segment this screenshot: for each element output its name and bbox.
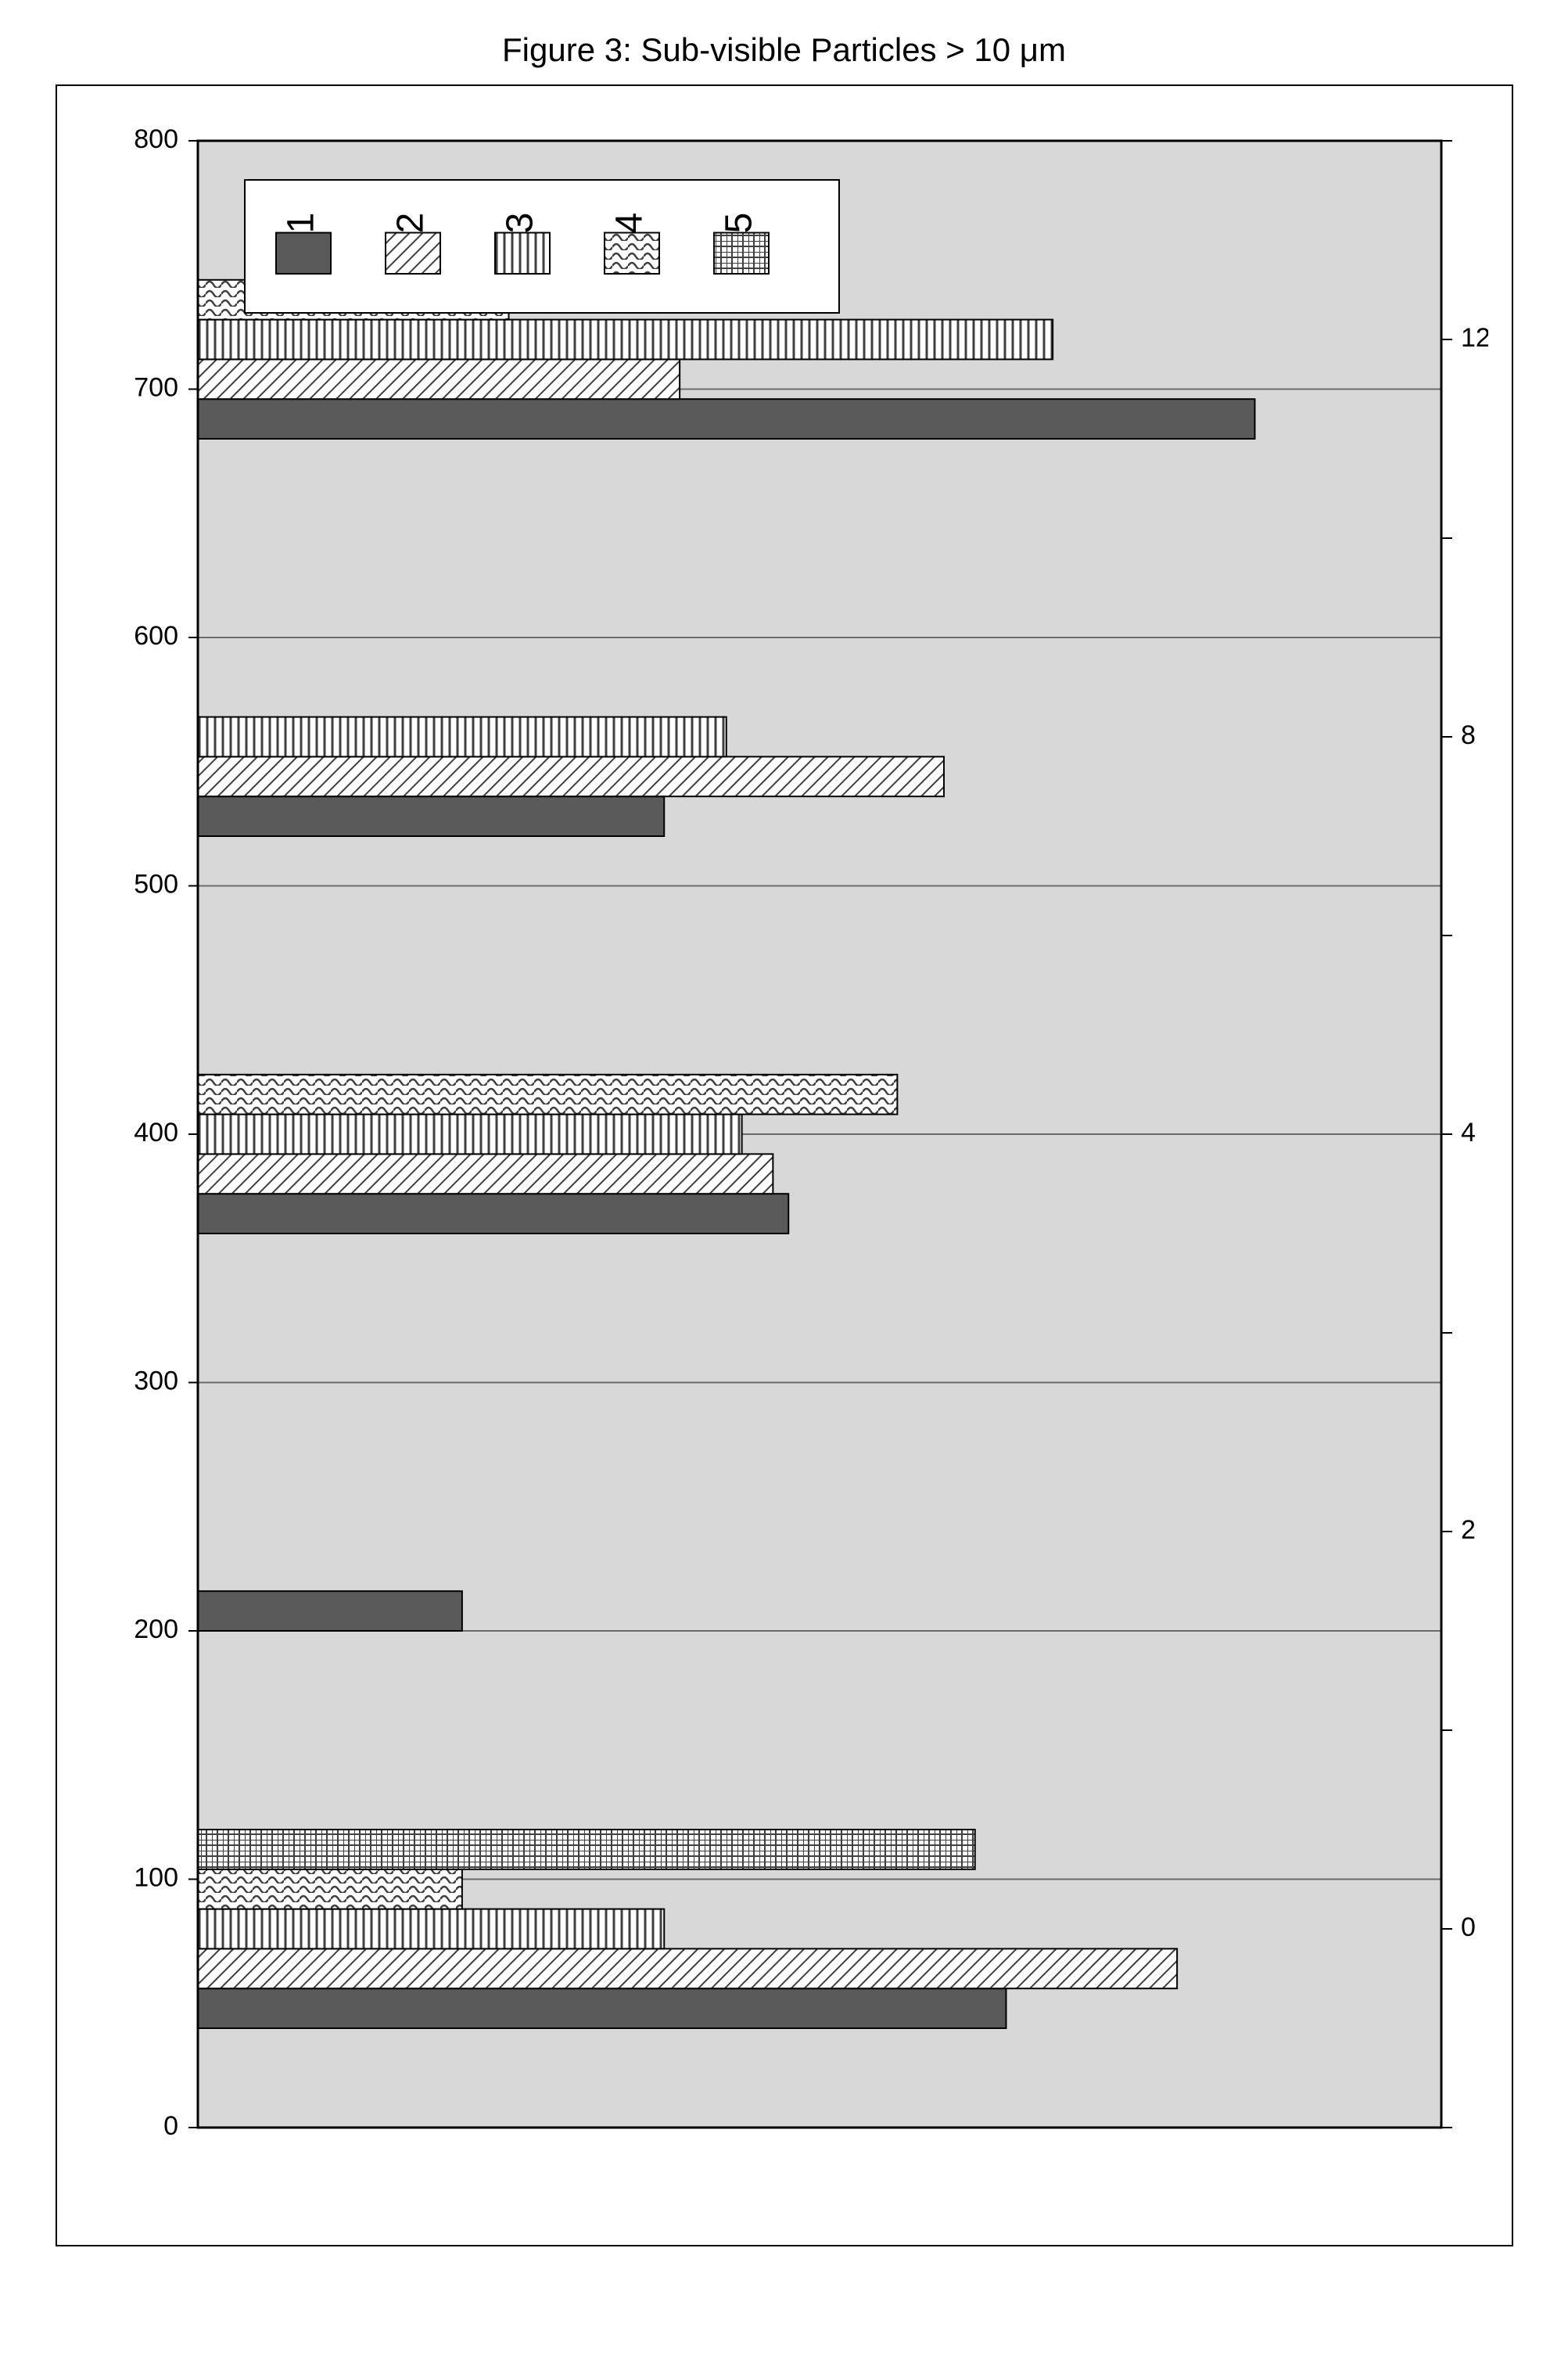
bar [198, 796, 664, 836]
svg-text:800: 800 [134, 124, 178, 154]
chart-title: Figure 3: Sub-visible Particles > 10 μm [502, 31, 1066, 69]
svg-text:700: 700 [134, 372, 178, 402]
bar [198, 1115, 742, 1155]
legend-label: 2 [389, 213, 431, 234]
legend-swatch [714, 233, 769, 275]
svg-text:500: 500 [134, 869, 178, 899]
bar [198, 1830, 975, 1869]
legend-label: 4 [608, 213, 650, 234]
svg-text:200: 200 [134, 1614, 178, 1644]
bar [198, 1948, 1177, 1988]
legend-label: 5 [718, 213, 759, 234]
legend-label: 1 [280, 213, 321, 234]
bar [198, 717, 727, 757]
svg-text:400: 400 [134, 1118, 178, 1147]
bar [198, 1075, 897, 1115]
bar [198, 359, 680, 399]
bar-chart: 010020030040050060070080002481212345 [81, 110, 1488, 2221]
category-label: 2 [1461, 1515, 1476, 1545]
bar [198, 1194, 788, 1234]
legend-swatch [605, 233, 659, 275]
chart-frame: 010020030040050060070080002481212345 [56, 84, 1513, 2246]
category-label: 8 [1461, 720, 1476, 750]
legend-swatch [495, 233, 550, 275]
legend-swatch [276, 233, 331, 275]
bar [198, 1869, 462, 1909]
category-label: 0 [1461, 1912, 1476, 1942]
bar [198, 1591, 462, 1631]
svg-text:600: 600 [134, 621, 178, 651]
svg-text:0: 0 [163, 2111, 178, 2141]
category-label: 12 [1461, 323, 1488, 353]
legend: 1 2 3 4 5 [245, 180, 839, 313]
bar [198, 756, 944, 796]
bar [198, 1909, 664, 1949]
bar [198, 320, 1053, 360]
svg-text:100: 100 [134, 1862, 178, 1892]
bar [198, 1988, 1006, 2028]
bar [198, 399, 1255, 439]
bar [198, 1154, 773, 1194]
svg-text:300: 300 [134, 1366, 178, 1395]
legend-swatch [386, 233, 440, 275]
legend-label: 3 [499, 213, 540, 234]
category-label: 4 [1461, 1118, 1476, 1147]
